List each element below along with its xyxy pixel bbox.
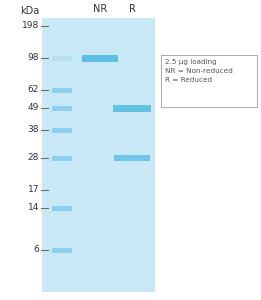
Text: R: R	[129, 4, 135, 14]
Text: 28: 28	[28, 154, 39, 163]
Text: 14: 14	[28, 203, 39, 212]
Text: 2.5 μg loading
NR = Non-reduced
R = Reduced: 2.5 μg loading NR = Non-reduced R = Redu…	[165, 59, 233, 83]
Bar	[52, 128, 72, 133]
Bar	[114, 155, 150, 161]
Text: 17: 17	[27, 185, 39, 194]
Bar	[52, 248, 72, 253]
Text: kDa: kDa	[20, 6, 39, 16]
Text: NR: NR	[93, 4, 107, 14]
Bar	[42, 18, 155, 292]
Bar	[52, 56, 72, 61]
Text: 62: 62	[28, 85, 39, 94]
Bar	[82, 55, 118, 62]
Text: 98: 98	[27, 53, 39, 62]
Bar	[113, 105, 151, 112]
Bar	[161, 55, 257, 107]
Bar	[52, 88, 72, 93]
Text: 38: 38	[27, 125, 39, 134]
Bar	[52, 106, 72, 111]
Bar	[52, 206, 72, 211]
Text: 6: 6	[33, 245, 39, 254]
Text: 198: 198	[22, 22, 39, 31]
Text: 49: 49	[28, 103, 39, 112]
Bar	[52, 156, 72, 161]
